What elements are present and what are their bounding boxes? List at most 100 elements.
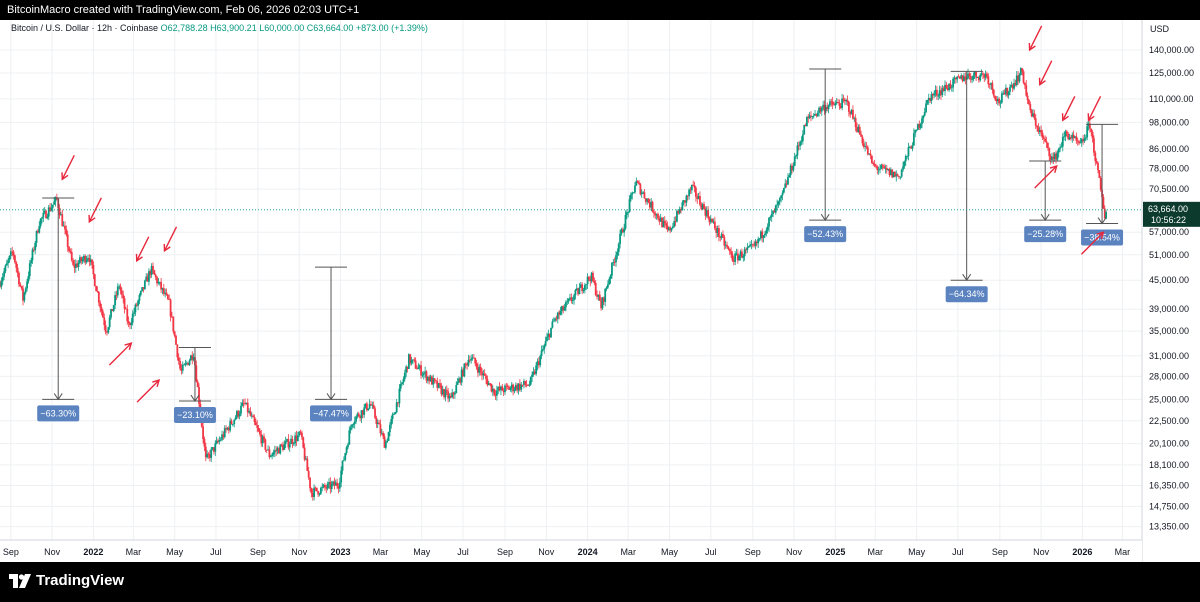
candle-body: [206, 453, 209, 458]
candle-body: [682, 200, 685, 203]
candle-body: [919, 123, 922, 128]
candle-body: [295, 435, 298, 441]
candle-body: [150, 265, 153, 275]
candle-body: [329, 482, 332, 489]
candle-body: [493, 388, 496, 395]
candle-body: [334, 482, 337, 486]
candle-body: [1071, 134, 1074, 139]
candle-body: [1049, 156, 1052, 160]
candle-body: [328, 482, 330, 484]
candle-body: [406, 366, 409, 369]
candle-body: [253, 417, 256, 423]
candle-body: [349, 427, 352, 431]
candle-body: [980, 73, 983, 75]
candle-body: [690, 184, 693, 191]
candle-body: [1006, 87, 1009, 96]
candle-body: [250, 415, 253, 417]
candle-body: [177, 357, 180, 362]
drawdown-callout: [804, 226, 847, 243]
candle-body: [880, 165, 883, 169]
candle-body: [841, 98, 844, 108]
candle-body: [34, 242, 37, 251]
candle-body: [681, 202, 684, 211]
candle-body: [676, 210, 678, 222]
candle-body: [527, 385, 529, 386]
candle-body: [1047, 142, 1049, 149]
candle-body: [697, 196, 700, 199]
candle-body: [803, 125, 806, 135]
candle-body: [77, 262, 80, 267]
candlestick-chart[interactable]: USD 140,000.00 125,000.00 110,000.00 98,000.…: [0, 20, 1200, 562]
candle-body: [857, 126, 860, 132]
candle-body: [1091, 131, 1094, 139]
price-tick-label: 70,500.00: [1149, 184, 1189, 194]
last-price-countdown: 10:56:22: [1151, 215, 1186, 225]
time-tick-label: May: [166, 547, 184, 557]
candle-body: [701, 204, 704, 210]
candle-body: [1014, 82, 1017, 86]
candle-body: [791, 165, 793, 171]
last-price-value: 63,664.00: [1148, 204, 1188, 214]
candle-body: [864, 146, 867, 148]
candle-body: [624, 214, 627, 229]
candle-body: [495, 390, 498, 396]
candle-body: [459, 378, 462, 383]
candle-body: [866, 147, 869, 155]
candle-body: [642, 192, 644, 194]
candle-body: [739, 251, 742, 257]
candle-body: [298, 431, 301, 436]
candle-body: [502, 390, 505, 393]
candle-body: [824, 107, 827, 112]
candle-body: [306, 458, 309, 472]
candle-body: [395, 402, 398, 413]
candle-body: [276, 448, 279, 452]
down-arrow: [1028, 25, 1043, 52]
candle-body: [338, 482, 341, 489]
drawdown-callout: [945, 286, 988, 303]
candle-body: [51, 204, 54, 208]
candle-body: [605, 287, 608, 289]
candle-body: [994, 95, 997, 100]
candle-body: [816, 112, 819, 116]
candle-body: [597, 294, 600, 297]
candle-body: [366, 403, 368, 411]
candle-body: [877, 169, 880, 171]
candle-body: [686, 195, 689, 197]
candle-body: [257, 427, 260, 431]
candle-body: [898, 176, 900, 178]
candle-body: [678, 209, 681, 214]
candle-body: [699, 196, 701, 205]
candle-body: [949, 83, 952, 88]
candle-body: [103, 317, 106, 326]
candle-body: [556, 312, 559, 319]
candle-body: [969, 76, 972, 80]
candle-body: [1029, 104, 1032, 111]
candle-body: [294, 435, 297, 444]
candle-body: [87, 258, 89, 260]
candle-body: [912, 133, 915, 146]
candle-body: [149, 271, 152, 275]
candle-body: [229, 420, 232, 431]
candle-body: [1025, 85, 1028, 96]
candle-body: [968, 73, 971, 77]
candle-body: [162, 288, 165, 294]
candle-body: [288, 444, 291, 448]
candle-body: [953, 77, 956, 79]
candle-body: [211, 447, 214, 450]
candle-body: [1009, 86, 1011, 92]
candle-body: [665, 223, 668, 226]
candle-body: [670, 228, 673, 231]
time-tick-label: Mar: [1115, 547, 1131, 557]
tradingview-logo[interactable]: TradingView: [9, 572, 124, 589]
candle-body: [961, 75, 964, 82]
candle-body: [528, 384, 531, 386]
candle-body: [286, 439, 288, 442]
candle-body: [922, 115, 925, 119]
candle-body: [1060, 146, 1063, 148]
candle-body: [891, 169, 894, 178]
candle-body: [485, 375, 487, 380]
candle-body: [91, 259, 93, 265]
candle-body: [8, 255, 11, 261]
candle-body: [674, 220, 677, 222]
candle-body: [884, 167, 887, 169]
